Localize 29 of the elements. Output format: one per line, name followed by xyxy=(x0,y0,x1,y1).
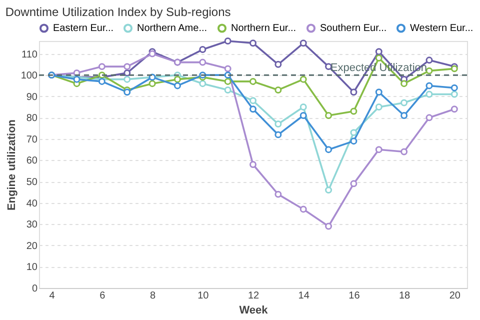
y-tick-label: 100 xyxy=(20,70,38,82)
chart-title: Downtime Utilization Index by Sub-regions xyxy=(5,5,231,19)
y-tick-label: 30 xyxy=(26,220,38,231)
x-axis-title: Week xyxy=(239,304,269,316)
y-tick-label: 90 xyxy=(26,92,38,103)
y-axis-title: Engine utilization xyxy=(6,119,18,211)
y-tick-label: 10 xyxy=(26,262,38,274)
y-tick-label: 70 xyxy=(26,134,38,146)
x-tick-label: 16 xyxy=(348,290,360,302)
y-tick-label: 50 xyxy=(26,177,38,188)
x-tick-label: 10 xyxy=(198,290,210,302)
legend-label: Southern Eur... xyxy=(320,23,387,34)
legend-label: Northern Eur... xyxy=(231,23,296,34)
x-tick-label: 12 xyxy=(248,290,260,302)
y-tick-label: 110 xyxy=(22,49,38,60)
x-tick-label: 18 xyxy=(398,290,411,302)
x-tick-label: 4 xyxy=(49,290,56,302)
legend-label: Western Eur... xyxy=(410,23,474,34)
legend-label: Eastern Eur... xyxy=(53,23,114,34)
y-tick-label: 80 xyxy=(26,113,38,124)
y-tick-label: 0 xyxy=(32,284,38,294)
y-tick-label: 40 xyxy=(26,198,38,210)
x-tick-label: 20 xyxy=(449,290,461,302)
x-tick-label: 14 xyxy=(298,290,310,302)
x-tick-label: 8 xyxy=(150,290,156,302)
x-tick-label: 6 xyxy=(100,290,106,302)
y-tick-label: 60 xyxy=(26,156,38,167)
y-tick-label: 20 xyxy=(26,240,38,252)
legend-label: Northern Ame... xyxy=(137,23,208,34)
